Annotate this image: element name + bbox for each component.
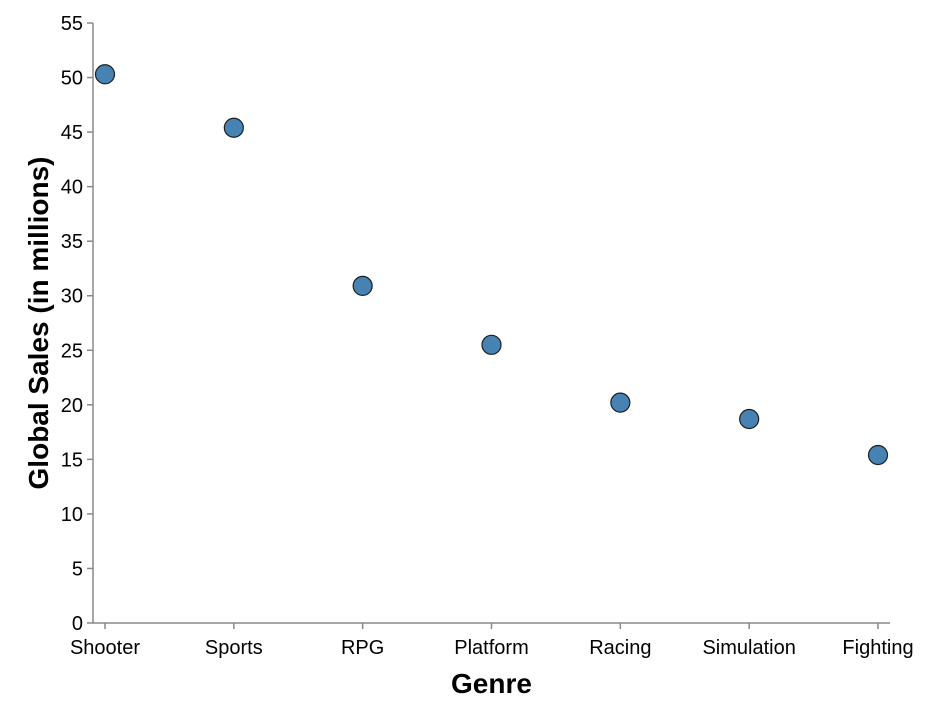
x-tick-label: Simulation (702, 637, 795, 659)
data-point (739, 408, 760, 430)
x-tick-label: Sports (205, 637, 263, 659)
data-point (94, 64, 116, 85)
data-point (867, 444, 889, 466)
y-tick-label: 40 (61, 177, 83, 199)
y-tick-label: 5 (72, 558, 83, 580)
y-tick-label: 45 (61, 122, 83, 144)
data-point (610, 392, 631, 413)
y-tick-label: 55 (61, 13, 83, 35)
x-tick-label: Fighting (842, 637, 913, 659)
x-tick-label: Platform (454, 637, 528, 659)
x-axis-title: Genre (451, 668, 532, 699)
data-points (94, 64, 889, 466)
y-axis: 0 5 10 15 20 25 30 35 40 45 50 55 (61, 13, 94, 635)
data-point (481, 334, 502, 355)
data-point (223, 117, 244, 138)
x-tick-label: Shooter (70, 637, 140, 659)
data-point (352, 275, 373, 297)
y-tick-label: 20 (61, 395, 83, 417)
y-tick-label: 25 (61, 340, 83, 362)
y-tick-label: 0 (72, 613, 83, 635)
y-axis-title: Global Sales (in millions) (23, 157, 54, 490)
x-axis: Shooter Sports RPG Platform Racing Simulation… (70, 622, 914, 659)
y-tick-label: 15 (61, 449, 83, 471)
y-tick-label: 10 (61, 504, 83, 526)
x-tick-label: RPG (341, 637, 384, 659)
y-tick-label: 50 (61, 68, 83, 90)
x-tick-label: Racing (589, 637, 651, 659)
y-tick-label: 35 (61, 231, 83, 253)
y-tick-label: 30 (61, 286, 83, 308)
